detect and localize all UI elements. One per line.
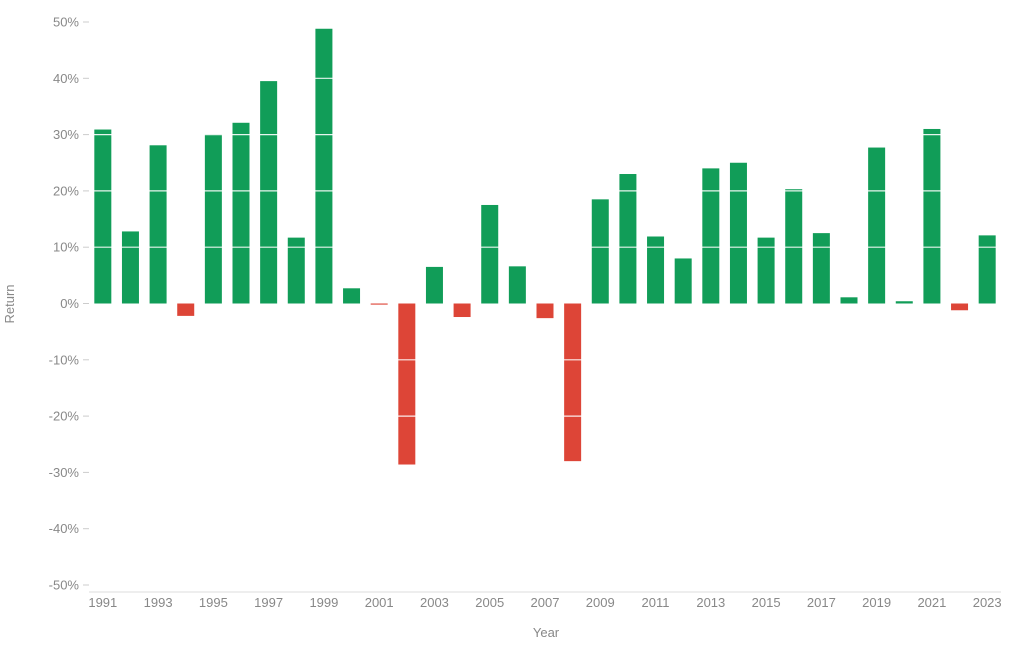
x-tick-label: 2013 xyxy=(696,595,725,610)
bar-1996 xyxy=(232,122,250,304)
x-tick-label: 2019 xyxy=(862,595,891,610)
bar-2009 xyxy=(591,199,609,304)
y-tick-label: 10% xyxy=(53,240,79,255)
bar-2023 xyxy=(978,235,996,304)
y-tick-label: -40% xyxy=(49,521,80,536)
x-tick-label: 2021 xyxy=(917,595,946,610)
bar-2002 xyxy=(398,303,416,465)
bar-2017 xyxy=(812,233,830,304)
y-axis: 50% 40% 30% 20% 10% 0% -10% -20% -30% -40% -50% xyxy=(49,15,89,593)
bar-1991 xyxy=(94,129,112,304)
x-tick-label: 2009 xyxy=(586,595,615,610)
x-tick-label: 1997 xyxy=(254,595,283,610)
y-tick-label: -10% xyxy=(49,352,80,367)
gridlines xyxy=(89,21,1001,586)
bar-2012 xyxy=(674,258,692,304)
bar-1997 xyxy=(260,81,278,304)
x-tick-label: 2011 xyxy=(642,595,670,610)
bars-group xyxy=(94,28,996,465)
y-axis-title: Return xyxy=(2,284,17,323)
bar-2020 xyxy=(895,301,913,304)
bar-1994 xyxy=(177,303,195,316)
x-axis-title: Year xyxy=(533,625,560,640)
bar-2021 xyxy=(923,128,941,304)
bar-2003 xyxy=(425,266,443,304)
bar-2001 xyxy=(370,303,388,305)
y-tick-label: 40% xyxy=(53,71,79,86)
x-tick-label: 2005 xyxy=(475,595,504,610)
x-tick-label: 2003 xyxy=(420,595,449,610)
x-tick-label: 1991 xyxy=(88,595,117,610)
bar-1995 xyxy=(204,134,222,304)
x-tick-label: 1993 xyxy=(144,595,173,610)
bar-2018 xyxy=(840,297,858,304)
y-tick-label: 20% xyxy=(53,183,79,198)
bar-2006 xyxy=(508,266,526,304)
y-tick-label: 0% xyxy=(60,296,79,311)
bar-1992 xyxy=(121,231,139,304)
bar-1999 xyxy=(315,28,333,304)
bar-2005 xyxy=(481,204,499,304)
bar-2014 xyxy=(729,162,747,304)
y-tick-label: -30% xyxy=(49,465,80,480)
y-tick-label: -20% xyxy=(49,409,80,424)
bar-2010 xyxy=(619,174,637,304)
bar-2013 xyxy=(702,168,720,304)
bar-2019 xyxy=(868,147,886,304)
bar-2015 xyxy=(757,237,775,304)
y-tick-label: 30% xyxy=(53,127,79,142)
y-tick-label: 50% xyxy=(53,15,79,30)
bar-2008 xyxy=(564,303,582,462)
bar-2000 xyxy=(343,288,361,304)
x-axis: 1991 1993 1995 1997 1999 2001 2003 2005 2007 2009… xyxy=(88,591,1002,610)
y-tick-label: -50% xyxy=(49,578,80,593)
bar-2016 xyxy=(785,189,803,304)
x-tick-label: 2015 xyxy=(752,595,781,610)
x-tick-label: 1999 xyxy=(309,595,338,610)
x-tick-label: 2001 xyxy=(365,595,394,610)
x-tick-label: 2023 xyxy=(973,595,1002,610)
bar-2007 xyxy=(536,303,554,319)
bar-2004 xyxy=(453,303,471,318)
bar-1993 xyxy=(149,145,167,304)
bar-2022 xyxy=(951,303,969,311)
bar-2011 xyxy=(647,236,665,304)
x-tick-label: 2017 xyxy=(807,595,836,610)
x-tick-label: 2007 xyxy=(531,595,560,610)
x-tick-label: 1995 xyxy=(199,595,228,610)
bar-1998 xyxy=(287,237,305,304)
